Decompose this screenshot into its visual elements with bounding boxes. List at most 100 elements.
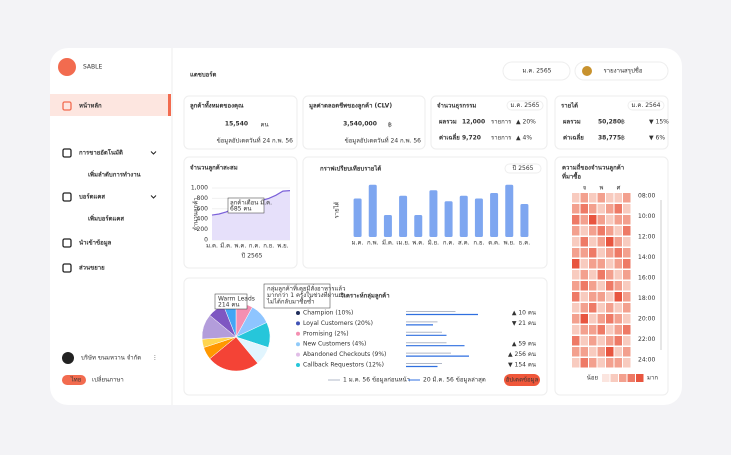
heat-cell bbox=[597, 226, 605, 236]
legend-dot bbox=[296, 352, 300, 357]
heat-cell bbox=[606, 281, 614, 291]
stat-card bbox=[183, 95, 298, 150]
x-tick-label: พ.ค. bbox=[234, 243, 246, 250]
heat-cell bbox=[606, 325, 614, 335]
heat-cell bbox=[589, 347, 597, 357]
menu-item[interactable]: ส่วนขยาย bbox=[79, 265, 105, 272]
heat-cell bbox=[580, 193, 588, 203]
menu-item[interactable]: การขายอัตโนมัติ bbox=[79, 149, 123, 157]
heat-cell bbox=[589, 270, 597, 280]
y-tick-label: 800 bbox=[197, 195, 209, 202]
language-label: เปลี่ยนภาษา bbox=[92, 376, 124, 384]
heat-cell bbox=[606, 347, 614, 357]
heat-cell bbox=[614, 292, 622, 302]
legend-label: มาก bbox=[647, 375, 658, 382]
heat-cell bbox=[614, 281, 622, 291]
heat-cell bbox=[623, 259, 631, 269]
heat-cell bbox=[597, 358, 605, 368]
x-tick-label: มี.ค. bbox=[220, 242, 232, 250]
heat-cell bbox=[580, 215, 588, 225]
row-change: ▲ 20% bbox=[516, 119, 536, 126]
report-select[interactable] bbox=[574, 61, 669, 81]
x-axis-label: ปี 2565 bbox=[241, 252, 263, 260]
submenu-item[interactable]: เพิ่มลำดับการทำงาน bbox=[88, 170, 142, 179]
column-label: พ bbox=[600, 185, 604, 192]
heat-cell bbox=[623, 193, 631, 203]
y-tick-label: 1,000 bbox=[191, 185, 208, 192]
chart-card bbox=[302, 156, 548, 269]
row-label: 20:00 bbox=[638, 316, 655, 323]
menu-item[interactable]: บอร์ดแคส bbox=[79, 193, 105, 201]
stat-card bbox=[302, 95, 426, 150]
y-tick-label: 0 bbox=[204, 237, 208, 244]
y-tick-label: 200 bbox=[197, 226, 209, 233]
update-button[interactable] bbox=[504, 374, 540, 386]
heat-cell bbox=[589, 303, 597, 313]
heat-cell bbox=[614, 204, 622, 214]
y-axis-label: จำนวนลูกค้า bbox=[193, 197, 200, 230]
active-item bbox=[50, 94, 171, 116]
period-pill-label: ม.ค. 2565 bbox=[511, 102, 540, 109]
x-tick-label: พ.ค. bbox=[412, 240, 424, 247]
legend-label: Callback Requestors (12%) bbox=[303, 362, 384, 369]
card-note: ข้อมูลอัปเดตวันที่ 24 ก.พ. 56 bbox=[345, 137, 422, 145]
period-pill[interactable] bbox=[504, 163, 542, 174]
period-pill[interactable] bbox=[506, 100, 544, 111]
heat-cell bbox=[614, 259, 622, 269]
chart-title: วิเคราะห์กลุ่มลูกค้า bbox=[340, 292, 390, 301]
heat-cell bbox=[572, 237, 580, 247]
heat-cell bbox=[606, 314, 614, 324]
heat-cell bbox=[606, 292, 614, 302]
tooltip bbox=[214, 293, 248, 310]
legend-label: Promising (2%) bbox=[303, 330, 349, 337]
language-toggle[interactable] bbox=[62, 375, 86, 385]
menu-item[interactable]: นำเข้าข้อมูล bbox=[79, 239, 112, 248]
chart-title: จำนวนลูกค้าสะสม bbox=[190, 164, 238, 173]
heat-cell bbox=[614, 248, 622, 258]
heat-cell bbox=[572, 226, 580, 236]
heat-cell bbox=[606, 336, 614, 346]
bar bbox=[414, 215, 423, 237]
annotation-box bbox=[263, 283, 331, 309]
heat-cell bbox=[589, 248, 597, 258]
heat-cell bbox=[589, 259, 597, 269]
submenu-item[interactable]: เพิ่มบอร์ดแคส bbox=[88, 214, 124, 223]
heat-cell bbox=[572, 204, 580, 214]
legend-swatch bbox=[636, 374, 644, 382]
x-tick-label: ม.ค. bbox=[206, 243, 218, 250]
heat-cell bbox=[572, 336, 580, 346]
bar bbox=[383, 215, 392, 237]
legend-swatch bbox=[627, 374, 635, 382]
row-change: ▲ 4% bbox=[516, 135, 532, 142]
column-label: ศ bbox=[617, 185, 621, 192]
y-axis-label: รายได้ bbox=[333, 201, 341, 218]
heat-cell bbox=[623, 215, 631, 225]
row-unit: ฿ bbox=[621, 119, 625, 126]
row-label: 08:00 bbox=[638, 193, 655, 200]
tooltip-text: 214 คน bbox=[218, 302, 239, 309]
row-change: ▼ 6% bbox=[649, 135, 665, 142]
x-tick-label: มี.ค. bbox=[382, 239, 394, 247]
bar bbox=[474, 198, 483, 237]
card-unit: ฿ bbox=[388, 122, 392, 129]
month-select-label: ม.ค. 2565 bbox=[523, 68, 552, 75]
heat-cell bbox=[580, 281, 588, 291]
coin-icon bbox=[582, 66, 592, 76]
annotation-text: กลุ่มลูกค้าที่เคยมีสั่งอาหารแล้ว bbox=[267, 285, 345, 293]
heat-cell bbox=[606, 358, 614, 368]
trend: ▲ 10 คน bbox=[512, 310, 536, 317]
heat-cell bbox=[597, 259, 605, 269]
menu-item[interactable]: หน้าหลัก bbox=[79, 102, 102, 110]
tooltip-text: ลูกค้าเดือน มี.ค. bbox=[230, 199, 272, 207]
legend-label: Loyal Customers (20%) bbox=[303, 320, 373, 327]
month-select[interactable] bbox=[502, 61, 571, 81]
heat-cell bbox=[589, 215, 597, 225]
heat-cell bbox=[597, 347, 605, 357]
heat-cell bbox=[606, 226, 614, 236]
period-pill[interactable] bbox=[627, 100, 665, 111]
legend-label: New Customers (4%) bbox=[303, 341, 366, 348]
legend-dot bbox=[296, 321, 300, 326]
x-tick-label: เม.ย. bbox=[396, 240, 409, 247]
trend: ▼ 154 คน bbox=[508, 362, 536, 369]
